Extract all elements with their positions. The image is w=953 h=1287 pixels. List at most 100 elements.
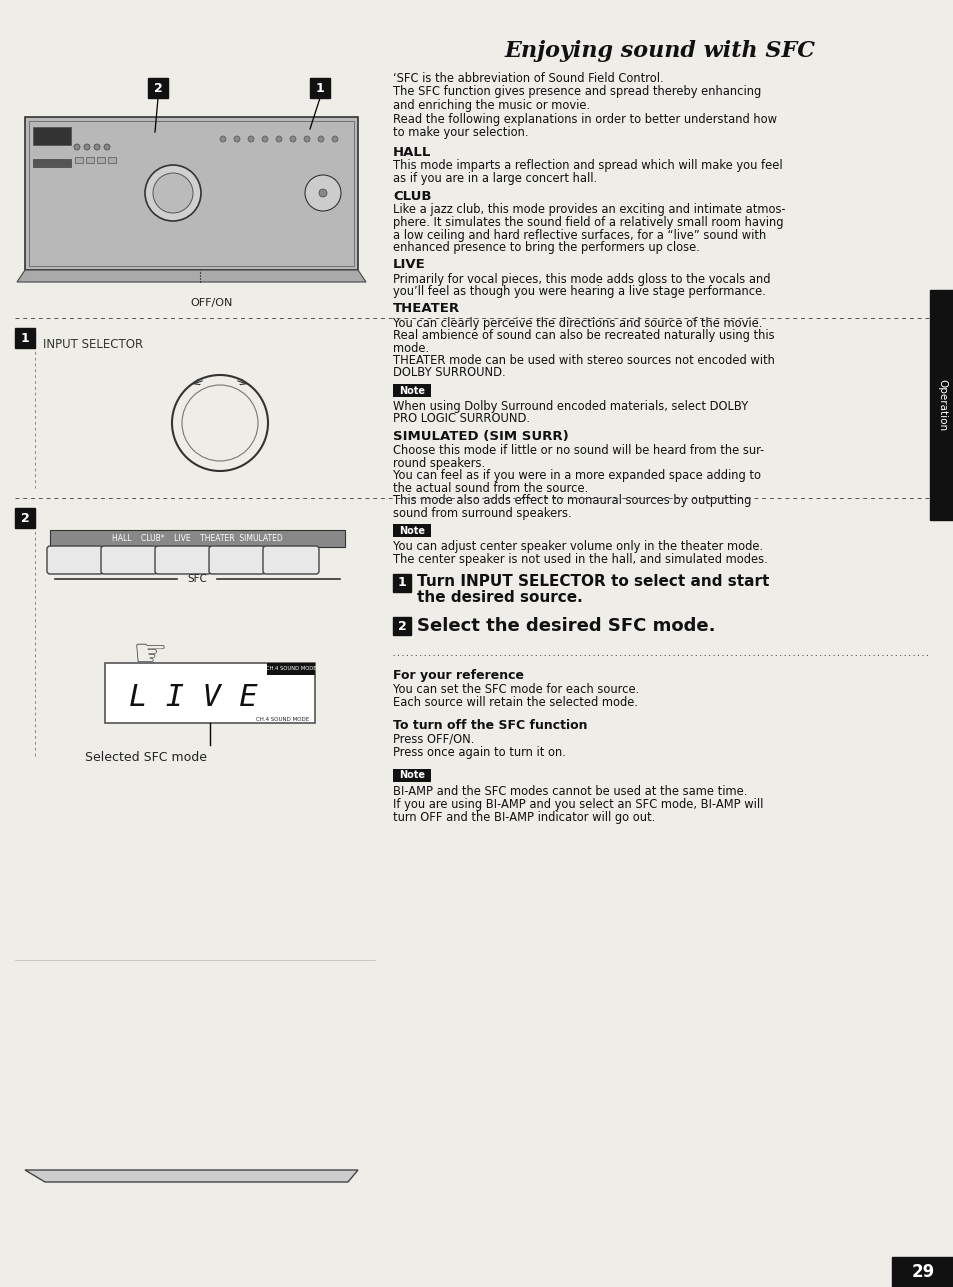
Text: to make your selection.: to make your selection. <box>393 126 528 139</box>
Text: HALL    CLUB*    LIVE    THEATER  SIMULATED: HALL CLUB* LIVE THEATER SIMULATED <box>112 534 283 543</box>
Circle shape <box>318 189 327 197</box>
FancyBboxPatch shape <box>101 546 157 574</box>
Circle shape <box>332 136 337 142</box>
Text: you’ll feel as though you were hearing a live stage performance.: you’ll feel as though you were hearing a… <box>393 284 765 299</box>
Text: CLUB: CLUB <box>393 189 431 202</box>
Text: 2: 2 <box>21 511 30 525</box>
Circle shape <box>152 172 193 214</box>
Text: Note: Note <box>398 386 424 395</box>
Circle shape <box>94 144 100 151</box>
Text: Read the following explanations in order to better understand how: Read the following explanations in order… <box>393 112 776 126</box>
Text: Note: Note <box>398 771 424 780</box>
Bar <box>267 663 314 674</box>
Text: Selected SFC mode: Selected SFC mode <box>85 752 207 764</box>
Text: You can clearly perceive the directions and source of the movie.: You can clearly perceive the directions … <box>393 317 761 329</box>
Text: CH.4 SOUND MODE: CH.4 SOUND MODE <box>266 667 315 672</box>
Text: You can adjust center speaker volume only in the theater mode.: You can adjust center speaker volume onl… <box>393 541 762 553</box>
Bar <box>75 157 83 163</box>
Text: Real ambience of sound can also be recreated naturally using this: Real ambience of sound can also be recre… <box>393 329 774 342</box>
Text: the actual sound from the source.: the actual sound from the source. <box>393 481 588 494</box>
Circle shape <box>262 136 268 142</box>
Bar <box>148 79 168 98</box>
Text: HALL: HALL <box>393 145 431 158</box>
Text: mode.: mode. <box>393 341 429 354</box>
Bar <box>33 160 71 167</box>
Text: The center speaker is not used in the hall, and simulated modes.: The center speaker is not used in the ha… <box>393 552 767 565</box>
Text: For your reference: For your reference <box>393 669 523 682</box>
Circle shape <box>248 136 253 142</box>
Text: Enjoying sound with SFC: Enjoying sound with SFC <box>504 40 815 62</box>
Text: Press once again to turn it on.: Press once again to turn it on. <box>393 746 565 759</box>
Text: Choose this mode if little or no sound will be heard from the sur-: Choose this mode if little or no sound w… <box>393 444 763 457</box>
Circle shape <box>104 144 110 151</box>
FancyBboxPatch shape <box>47 546 103 574</box>
Text: This mode imparts a reflection and spread which will make you feel: This mode imparts a reflection and sprea… <box>393 160 781 172</box>
Bar <box>15 328 35 347</box>
Text: round speakers.: round speakers. <box>393 457 485 470</box>
Circle shape <box>220 136 226 142</box>
Text: Note: Note <box>398 525 424 535</box>
Text: as if you are in a large concert hall.: as if you are in a large concert hall. <box>393 172 597 185</box>
Bar <box>33 127 71 145</box>
Text: SIMULATED (SIM SURR): SIMULATED (SIM SURR) <box>393 430 568 443</box>
Text: Turn INPUT SELECTOR to select and start: Turn INPUT SELECTOR to select and start <box>416 574 768 589</box>
Text: ☞: ☞ <box>132 636 168 674</box>
Text: the desired source.: the desired source. <box>416 591 582 605</box>
Circle shape <box>145 165 201 221</box>
FancyBboxPatch shape <box>209 546 265 574</box>
Circle shape <box>304 136 310 142</box>
Circle shape <box>74 144 80 151</box>
Bar <box>105 663 314 723</box>
Polygon shape <box>17 270 366 282</box>
Text: phere. It simulates the sound field of a relatively small room having: phere. It simulates the sound field of a… <box>393 216 782 229</box>
Circle shape <box>275 136 282 142</box>
FancyBboxPatch shape <box>154 546 211 574</box>
Bar <box>891 1257 953 1287</box>
Text: turn OFF and the BI-AMP indicator will go out.: turn OFF and the BI-AMP indicator will g… <box>393 811 655 824</box>
Text: When using Dolby Surround encoded materials, select DOLBY: When using Dolby Surround encoded materi… <box>393 400 747 413</box>
Text: 2: 2 <box>397 620 406 633</box>
Text: a low ceiling and hard reflective surfaces, for a “live” sound with: a low ceiling and hard reflective surfac… <box>393 229 765 242</box>
Bar <box>929 290 953 520</box>
Text: ‘SFC is the abbreviation of Sound Field Control.: ‘SFC is the abbreviation of Sound Field … <box>393 72 663 85</box>
Text: You can set the SFC mode for each source.: You can set the SFC mode for each source… <box>393 683 639 696</box>
Bar <box>25 117 357 270</box>
Text: The SFC function gives presence and spread thereby enhancing: The SFC function gives presence and spre… <box>393 85 760 99</box>
Text: 1: 1 <box>397 577 406 589</box>
Text: 1: 1 <box>315 81 324 94</box>
Circle shape <box>317 136 324 142</box>
Text: DOLBY SURROUND.: DOLBY SURROUND. <box>393 367 505 380</box>
Text: OFF/ON: OFF/ON <box>190 299 233 308</box>
Text: 1: 1 <box>21 332 30 345</box>
Text: SFC: SFC <box>188 574 207 584</box>
Text: L I V E: L I V E <box>129 682 257 712</box>
FancyBboxPatch shape <box>263 546 318 574</box>
Text: 2: 2 <box>153 81 162 94</box>
Text: If you are using BI-AMP and you select an SFC mode, BI-AMP will: If you are using BI-AMP and you select a… <box>393 798 762 811</box>
Text: INPUT SELECTOR: INPUT SELECTOR <box>43 338 143 351</box>
Bar <box>108 157 116 163</box>
Polygon shape <box>25 1170 357 1181</box>
Text: LIVE: LIVE <box>393 259 425 272</box>
Bar <box>393 618 411 636</box>
Bar <box>393 384 431 396</box>
Bar <box>86 157 94 163</box>
Text: THEATER mode can be used with stereo sources not encoded with: THEATER mode can be used with stereo sou… <box>393 354 774 367</box>
Text: Press OFF/ON.: Press OFF/ON. <box>393 732 474 746</box>
Text: CH.4 SOUND MODE: CH.4 SOUND MODE <box>255 717 309 722</box>
Text: Like a jazz club, this mode provides an exciting and intimate atmos-: Like a jazz club, this mode provides an … <box>393 203 785 216</box>
Bar <box>15 508 35 528</box>
Text: To turn off the SFC function: To turn off the SFC function <box>393 719 587 732</box>
Text: THEATER: THEATER <box>393 302 459 315</box>
Circle shape <box>84 144 90 151</box>
Text: PRO LOGIC SURROUND.: PRO LOGIC SURROUND. <box>393 413 530 426</box>
Circle shape <box>233 136 240 142</box>
Bar <box>393 768 431 782</box>
Bar <box>310 79 330 98</box>
Bar <box>97 157 105 163</box>
Bar <box>393 524 431 537</box>
Text: This mode also adds effect to monaural sources by outputting: This mode also adds effect to monaural s… <box>393 494 751 507</box>
Circle shape <box>305 175 340 211</box>
Text: You can feel as if you were in a more expanded space adding to: You can feel as if you were in a more ex… <box>393 468 760 483</box>
Text: sound from surround speakers.: sound from surround speakers. <box>393 507 571 520</box>
